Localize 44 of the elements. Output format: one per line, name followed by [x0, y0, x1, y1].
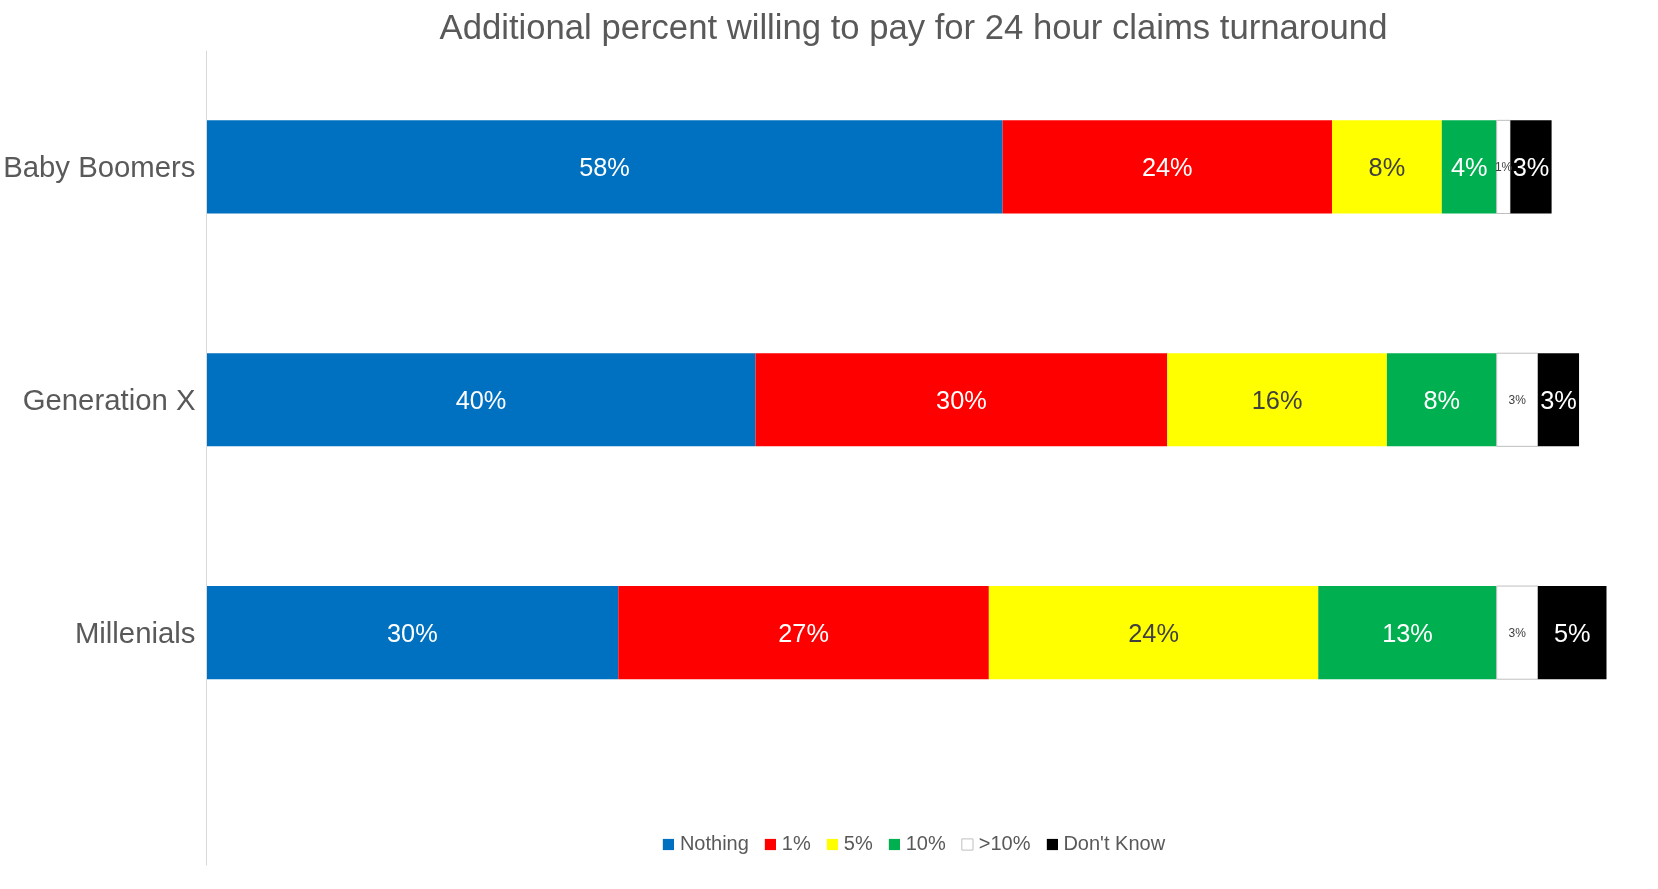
bar	[206, 120, 1003, 214]
data-label: 3%	[1508, 625, 1527, 640]
y-tick-label: Baby Boomers	[3, 150, 196, 184]
data-label: 3%	[1512, 152, 1550, 181]
data-label: 3%	[1508, 392, 1527, 407]
data-label: 24%	[1141, 152, 1193, 181]
data-label: 58%	[579, 152, 630, 181]
bar	[1537, 353, 1580, 447]
legend-label: 1%	[781, 832, 811, 855]
bar	[988, 586, 1319, 680]
data-label: 4%	[1450, 152, 1488, 181]
bar	[1386, 353, 1497, 447]
bar	[1318, 586, 1497, 680]
data-label: 16%	[1251, 385, 1303, 414]
chart-title: Additional percent willing to pay for 24 hour claims turnaround	[439, 7, 1388, 46]
bar	[1331, 120, 1442, 214]
y-tick-label: Generation X	[22, 383, 196, 417]
bar	[1441, 120, 1497, 214]
bar	[618, 586, 989, 680]
data-label: 13%	[1382, 618, 1433, 647]
legend-label: Nothing	[679, 832, 749, 855]
bar	[206, 586, 619, 680]
bar	[1167, 353, 1387, 447]
bar	[1510, 120, 1552, 214]
legend-label: Don't Know	[1063, 832, 1166, 855]
data-label: 8%	[1368, 152, 1406, 181]
data-label: 3%	[1540, 385, 1577, 414]
legend-label: >10%	[978, 832, 1031, 855]
bar	[1496, 352, 1539, 447]
legend-label: 10%	[905, 832, 946, 855]
data-label: 30%	[387, 618, 438, 647]
bar	[206, 353, 756, 447]
data-label: 27%	[778, 618, 829, 647]
bar	[755, 353, 1168, 447]
data-label: 24%	[1128, 618, 1179, 647]
data-label: 40%	[455, 385, 507, 414]
data-label: 30%	[936, 385, 987, 414]
y-tick-label: Millenials	[74, 616, 196, 650]
data-label: 8%	[1423, 385, 1461, 414]
legend-label: 5%	[843, 832, 873, 855]
bar	[1002, 120, 1332, 214]
data-label: 5%	[1553, 618, 1591, 647]
bar	[1537, 586, 1607, 680]
bar	[1496, 585, 1539, 680]
